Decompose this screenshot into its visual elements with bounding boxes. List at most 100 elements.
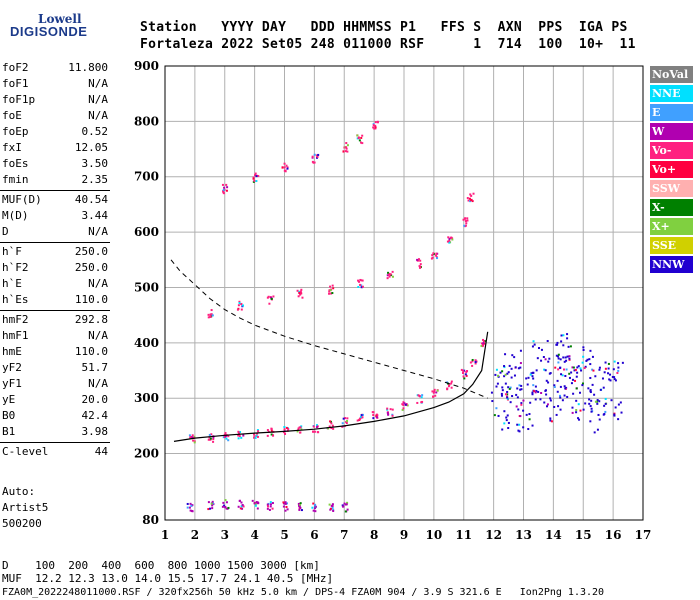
echo-point [572,366,575,369]
echo-point [448,241,451,244]
echo-point [508,387,511,390]
echo-trace [188,338,486,444]
echo-point [416,401,419,404]
echo-point [257,430,260,433]
echo-point [583,367,586,370]
artist-label: Artist5 [2,501,49,514]
echo-point [531,393,534,396]
echo-point [567,345,570,348]
echo-point [193,435,196,438]
echo-point [519,349,522,352]
echo-point [189,502,192,505]
param-name: foF1 [2,77,29,90]
echo-point [346,150,349,153]
echo-point [186,506,189,509]
echo-point [556,355,559,358]
echo-point [433,388,436,391]
echo-point [341,422,344,425]
x-tick-label: 11 [455,528,472,542]
echo-point [346,417,349,420]
echo-point [589,390,592,393]
echo-point [581,382,584,385]
echo-point [472,192,475,195]
echo-point [401,403,404,406]
echo-point [253,179,256,182]
echo-point [342,150,345,153]
echo-point [238,302,241,305]
echo-point [254,172,257,175]
param-name: MUF(D) [2,193,42,206]
echo-point [510,367,513,370]
echo-point [345,142,348,145]
param-separator [0,242,110,243]
echo-point [535,369,538,372]
echo-point [564,356,567,359]
echo-point [254,504,257,507]
echo-point [450,382,453,385]
echo-point [212,440,215,443]
legend-item: NNE [650,85,693,102]
echo-point [331,504,334,507]
echo-point [543,401,546,404]
echo-point [374,124,377,127]
echo-point [566,337,569,340]
echo-point [256,429,259,432]
echo-point [464,220,467,223]
echo-point [299,431,302,434]
echo-point [546,403,549,406]
echo-point [571,406,574,409]
param-value: 292.8 [74,313,108,326]
y-tick-label: 900 [134,59,159,73]
echo-point [417,258,420,261]
echo-point [270,433,273,436]
echo-point [603,413,606,416]
echo-point [464,224,467,227]
echo-point [266,296,269,299]
echo-point [402,407,405,410]
param-name: D [2,225,9,238]
echo-point [329,507,332,510]
echo-point [509,386,512,389]
echo-point [617,418,620,421]
echo-point [572,392,575,395]
echo-point [284,509,287,512]
echo-point [577,403,580,406]
param-name: C-level [2,445,49,458]
echo-point [315,426,318,429]
echo-point [433,390,436,393]
echo-point [285,505,288,508]
echo-point [527,376,530,379]
echo-point [236,308,239,311]
echo-point [561,399,564,402]
echo-point [253,433,256,436]
echo-point [313,153,316,156]
echo-point [331,506,334,509]
echo-point [591,383,594,386]
echo-point [448,383,451,386]
echo-point [418,266,421,269]
echo-point [374,126,377,129]
echo-point [571,411,574,414]
echo-point [209,438,212,441]
echo-point [299,502,302,505]
legend-item: W [650,123,693,140]
echo-point [207,501,210,504]
echo-point [298,290,301,293]
param-name: hmE [2,345,22,358]
echo-point [254,503,257,506]
echo-point [559,385,562,388]
legend-item: X+ [650,218,693,235]
echo-point [553,386,556,389]
echo-point [316,155,319,158]
echo-point [256,435,259,438]
echo-point [225,437,228,440]
echo-point [316,424,319,427]
echo-point [449,236,452,239]
echo-point [374,121,377,124]
echo-point [581,384,584,387]
echo-point [464,217,467,220]
x-tick-label: 14 [545,528,562,542]
echo-point [590,399,593,402]
echo-point [328,292,331,295]
echo-point [358,418,361,421]
